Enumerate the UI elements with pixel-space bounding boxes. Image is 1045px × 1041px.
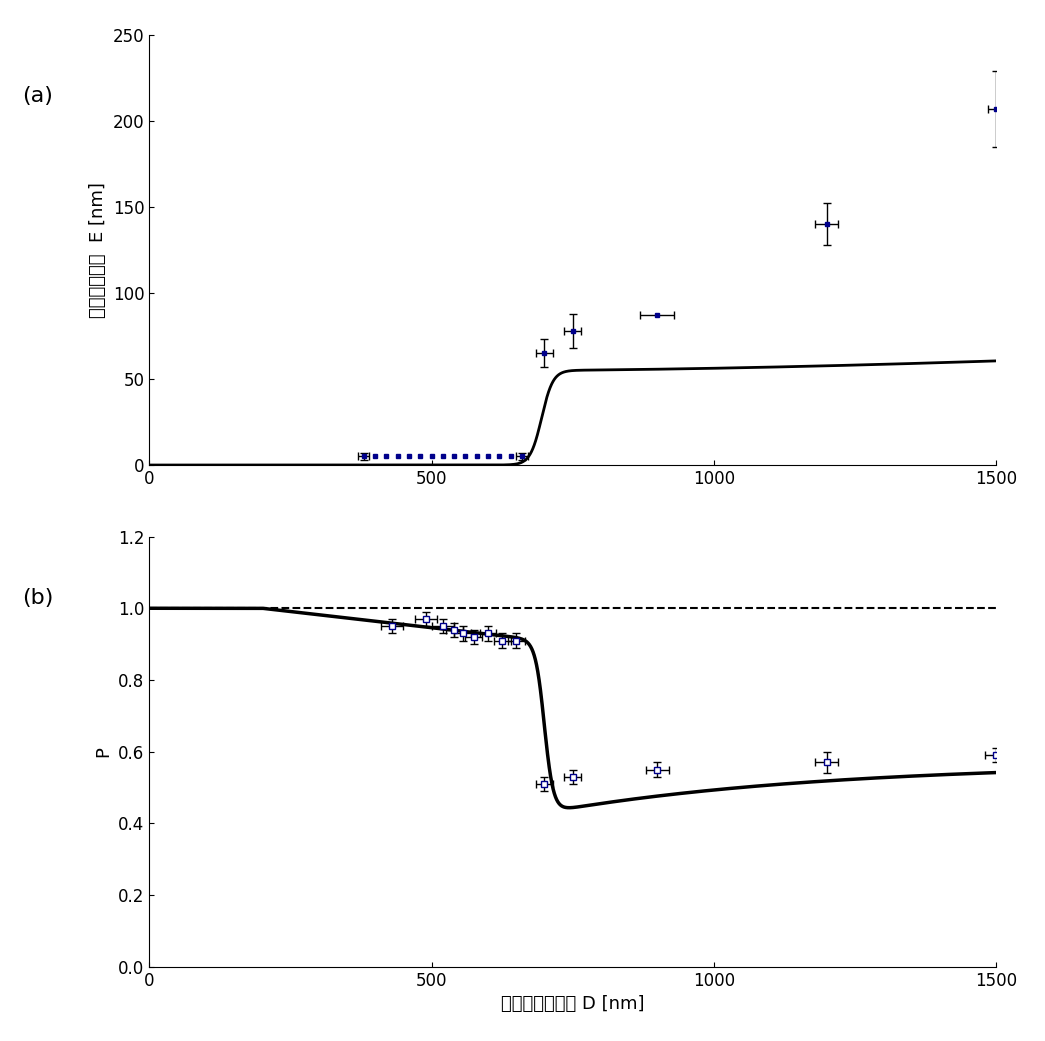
- Y-axis label: ギャップ間隔  E [nm]: ギャップ間隔 E [nm]: [89, 182, 108, 318]
- X-axis label: パターンピッチ D [nm]: パターンピッチ D [nm]: [501, 995, 645, 1013]
- Y-axis label: P: P: [94, 746, 113, 757]
- Text: (a): (a): [22, 86, 53, 106]
- Text: (b): (b): [22, 588, 53, 608]
